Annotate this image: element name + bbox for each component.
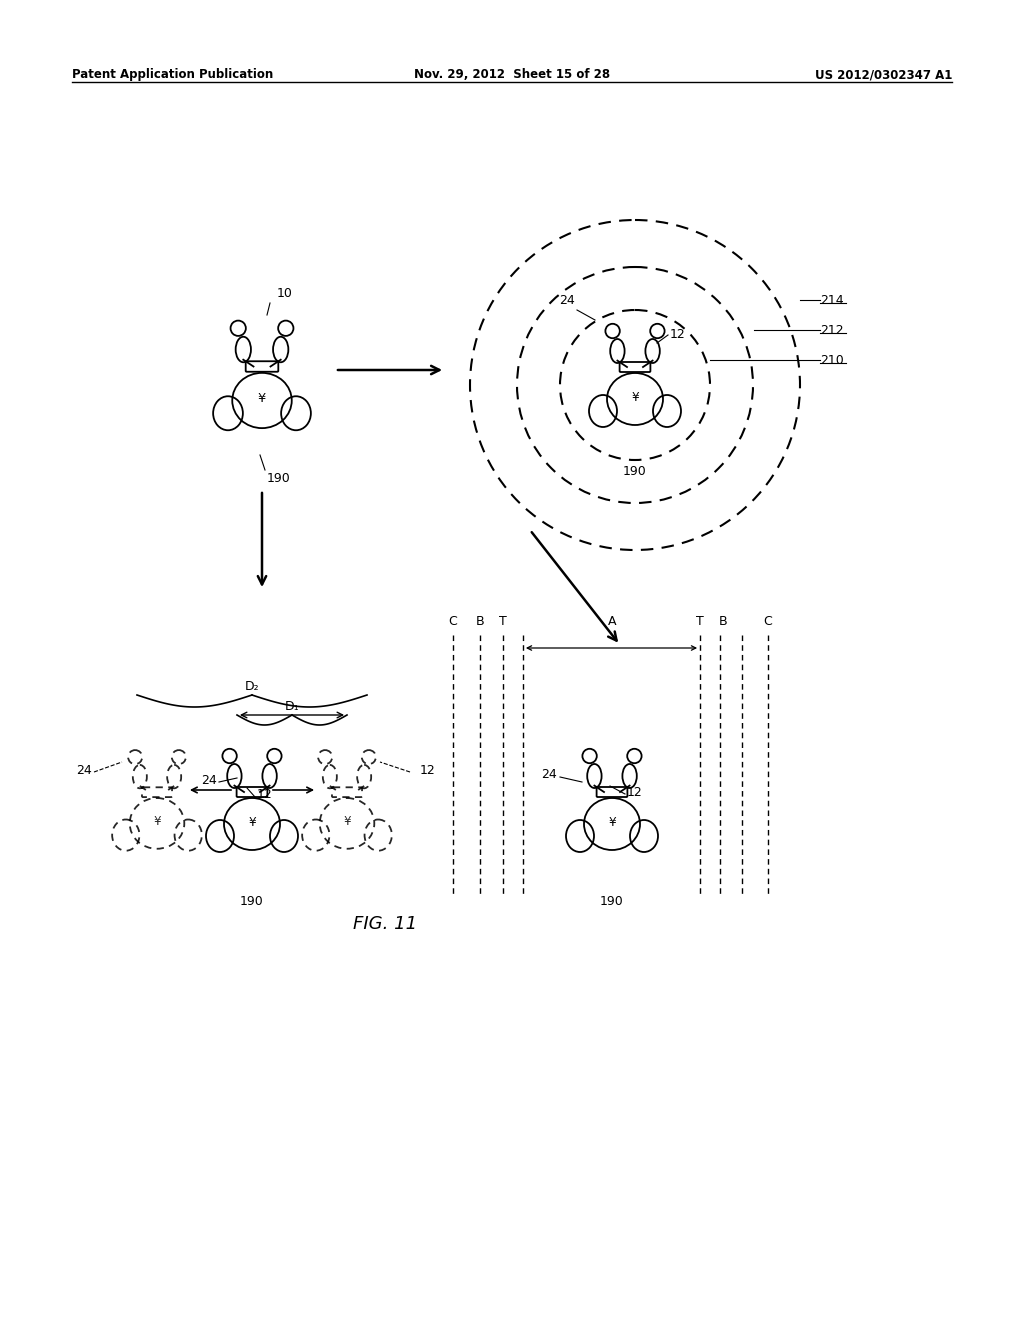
Text: 190: 190 [624, 465, 647, 478]
Text: A: A [608, 615, 616, 628]
Text: Patent Application Publication: Patent Application Publication [72, 69, 273, 81]
Text: FIG. 11: FIG. 11 [353, 915, 417, 933]
Text: 12: 12 [420, 763, 436, 776]
Text: 12: 12 [627, 785, 643, 799]
Text: 12: 12 [257, 788, 272, 801]
Text: 190: 190 [600, 895, 624, 908]
Text: B: B [719, 615, 727, 628]
Text: 24: 24 [542, 768, 557, 781]
Text: ¥: ¥ [248, 816, 256, 829]
Text: 24: 24 [76, 763, 92, 776]
Text: US 2012/0302347 A1: US 2012/0302347 A1 [815, 69, 952, 81]
Text: B: B [476, 615, 484, 628]
Text: 214: 214 [820, 293, 844, 306]
Text: ¥: ¥ [154, 816, 161, 829]
Text: 24: 24 [559, 294, 575, 308]
Text: C: C [764, 615, 772, 628]
Text: D₂: D₂ [245, 680, 259, 693]
Text: ¥: ¥ [631, 391, 639, 404]
Text: ¥: ¥ [343, 816, 351, 829]
Text: ¥: ¥ [258, 392, 266, 405]
Text: T: T [696, 615, 703, 628]
Text: 24: 24 [202, 774, 217, 787]
Text: Nov. 29, 2012  Sheet 15 of 28: Nov. 29, 2012 Sheet 15 of 28 [414, 69, 610, 81]
Text: D₁: D₁ [285, 700, 299, 713]
Text: 212: 212 [820, 323, 844, 337]
Text: 190: 190 [267, 473, 291, 484]
Text: ¥: ¥ [608, 816, 615, 829]
Text: 10: 10 [278, 286, 293, 300]
Text: T: T [499, 615, 507, 628]
Text: C: C [449, 615, 458, 628]
Text: 190: 190 [240, 895, 264, 908]
Text: 12: 12 [670, 329, 686, 342]
Text: 210: 210 [820, 354, 844, 367]
